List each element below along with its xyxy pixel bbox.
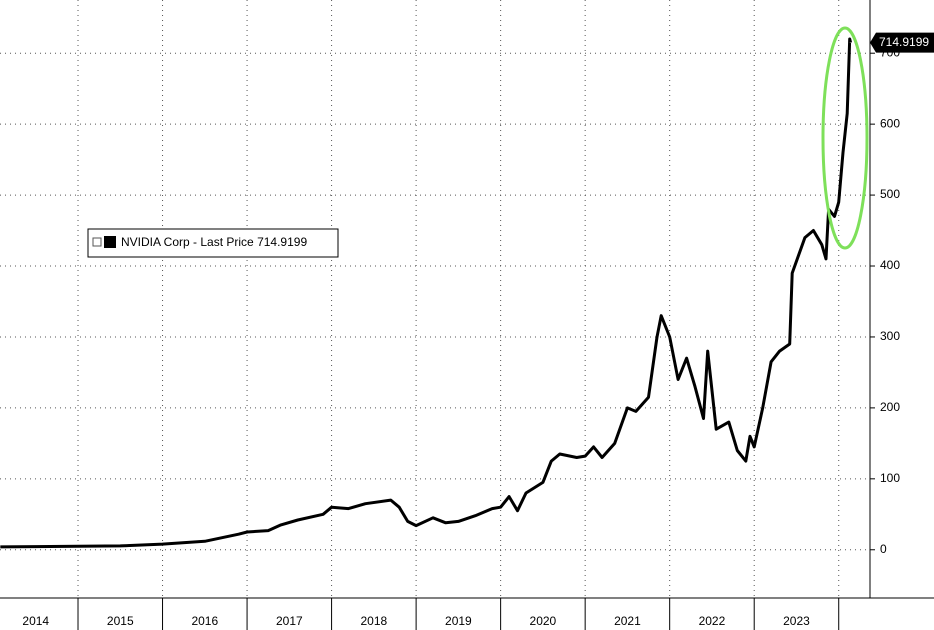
x-tick-label: 2021 [614, 614, 641, 628]
x-tick-label: 2014 [22, 614, 49, 628]
last-price-label: 714.9199 [879, 35, 929, 49]
legend-label: NVIDIA Corp - Last Price 714.9199 [121, 235, 307, 249]
price-line [0, 37, 853, 549]
highlight-ellipse [821, 26, 869, 250]
legend-box [87, 228, 339, 258]
y-tick-label: 100 [880, 471, 900, 485]
grid [0, 0, 870, 598]
y-tick-label: 300 [880, 329, 900, 343]
y-tick-label: 400 [880, 258, 900, 272]
x-tick-label: 2017 [276, 614, 303, 628]
y-tick-label: 0 [880, 542, 887, 556]
legend-series-name: NVIDIA Corp - Last Price [121, 235, 254, 249]
legend-last-value: 714.9199 [257, 235, 307, 249]
legend: NVIDIA Corp - Last Price 714.9199 [87, 228, 339, 258]
x-tick-label: 2016 [191, 614, 218, 628]
y-tick-label: 500 [880, 187, 900, 201]
x-tick-label: 2015 [107, 614, 134, 628]
x-tick-label: 2019 [445, 614, 472, 628]
legend-swatch [104, 236, 116, 248]
x-tick-label: 2018 [360, 614, 387, 628]
last-price-tag [870, 32, 934, 53]
marks [0, 37, 853, 549]
x-tick-label: 2020 [530, 614, 557, 628]
y-tick-label: 200 [880, 400, 900, 414]
x-tick-label: 2022 [699, 614, 726, 628]
y-tick-label: 600 [880, 116, 900, 130]
legend-toggle [92, 237, 102, 247]
x-tick-label: 2023 [783, 614, 810, 628]
